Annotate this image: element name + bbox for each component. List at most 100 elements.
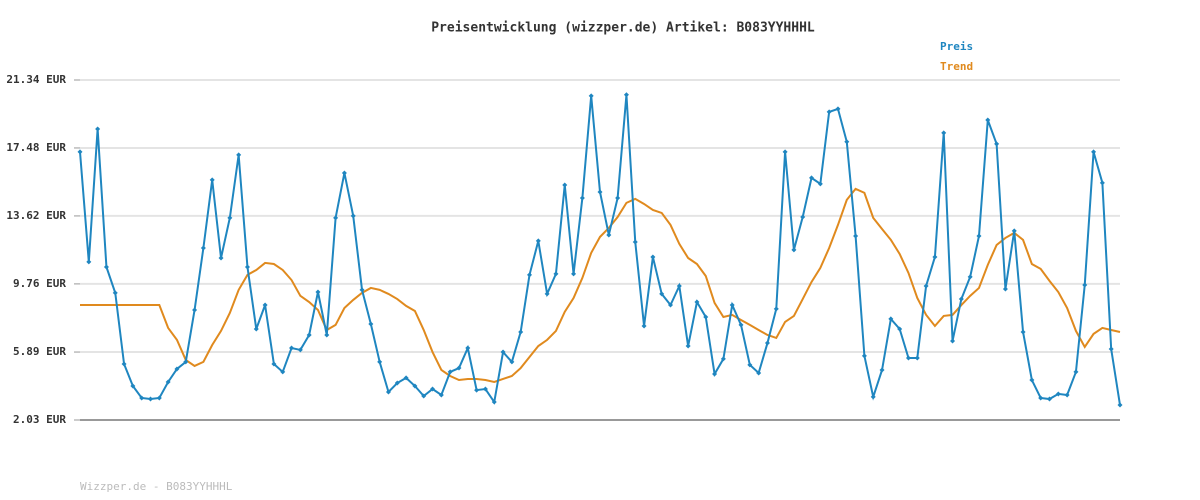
point-marker [764, 340, 770, 346]
point-marker [509, 359, 515, 365]
point-marker [77, 149, 83, 155]
y-tick-label: 21.34 EUR [6, 73, 66, 86]
point-marker [553, 271, 559, 277]
point-marker [1082, 282, 1088, 288]
point-marker [623, 92, 629, 98]
point-marker [579, 195, 585, 201]
point-marker [456, 365, 462, 371]
point-marker [720, 356, 726, 362]
point-marker [835, 106, 841, 112]
point-marker [773, 306, 779, 312]
point-marker [148, 396, 154, 402]
point-marker [271, 361, 277, 367]
point-marker [756, 370, 762, 376]
point-marker [932, 254, 938, 260]
point-marker [447, 369, 453, 375]
point-marker [606, 232, 612, 238]
footer: Wizzper.de - B083YYHHHL [80, 480, 233, 493]
point-marker [227, 215, 233, 221]
point-marker [1011, 228, 1017, 234]
point-marker [1029, 377, 1035, 383]
point-marker [315, 289, 321, 295]
point-marker [359, 287, 365, 293]
point-marker [694, 299, 700, 305]
point-marker [976, 233, 982, 239]
point-marker [888, 316, 894, 322]
point-marker [236, 152, 242, 158]
point-marker [958, 296, 964, 302]
point-marker [324, 332, 330, 338]
point-marker [905, 355, 911, 361]
point-marker [659, 291, 665, 297]
series-line [79, 94, 1121, 406]
series-line [80, 187, 1121, 384]
point-marker [350, 213, 356, 219]
point-marker [641, 323, 647, 329]
point-marker [518, 329, 524, 335]
chart-title: Preisentwicklung (wizzper.de) Artikel: B… [431, 21, 815, 36]
point-marker [650, 254, 656, 260]
point-marker [244, 264, 250, 270]
point-marker [526, 272, 532, 278]
point-marker [588, 93, 594, 99]
y-tick-label: 13.62 EUR [6, 209, 66, 222]
point-marker [482, 386, 488, 392]
point-marker [306, 332, 312, 338]
legend-label: Trend [940, 60, 973, 73]
point-marker [377, 359, 383, 365]
point-marker [121, 361, 127, 367]
point-marker [368, 321, 374, 327]
point-marker [800, 214, 806, 220]
point-marker [430, 386, 436, 392]
point-marker [861, 353, 867, 359]
point-marker [394, 380, 400, 386]
point-marker [412, 383, 418, 389]
point-marker [183, 359, 189, 365]
point-marker [1002, 286, 1008, 292]
point-marker [817, 181, 823, 187]
point-marker [1038, 395, 1044, 401]
point-marker [729, 302, 735, 308]
point-marker [192, 307, 198, 313]
point-marker [853, 233, 859, 239]
point-marker [967, 274, 973, 280]
point-marker [923, 283, 929, 289]
point-marker [1091, 149, 1097, 155]
point-marker [174, 366, 180, 372]
point-marker [615, 195, 621, 201]
point-marker [535, 238, 541, 244]
point-marker [914, 355, 920, 361]
point-marker [809, 175, 815, 181]
point-marker [385, 389, 391, 395]
point-marker [289, 345, 295, 351]
point-marker [1073, 369, 1079, 375]
point-marker [200, 245, 206, 251]
point-marker [474, 387, 480, 393]
point-marker [712, 371, 718, 377]
point-marker [1117, 402, 1123, 408]
point-marker [994, 141, 1000, 147]
point-marker [165, 379, 171, 385]
point-marker [86, 259, 92, 265]
point-marker [897, 326, 903, 332]
point-marker [703, 314, 709, 320]
point-marker [139, 395, 145, 401]
point-marker [632, 239, 638, 245]
point-marker [544, 291, 550, 297]
point-marker [562, 182, 568, 188]
point-marker [1099, 180, 1105, 186]
point-marker [500, 349, 506, 355]
point-marker [941, 130, 947, 136]
point-marker [985, 117, 991, 123]
point-marker [1046, 396, 1052, 402]
point-marker [676, 283, 682, 289]
point-marker [782, 149, 788, 155]
point-marker [103, 264, 109, 270]
point-marker [1055, 391, 1061, 397]
point-marker [130, 383, 136, 389]
point-marker [95, 126, 101, 132]
y-tick-label: 9.76 EUR [13, 277, 66, 290]
point-marker [879, 367, 885, 373]
point-marker [668, 302, 674, 308]
